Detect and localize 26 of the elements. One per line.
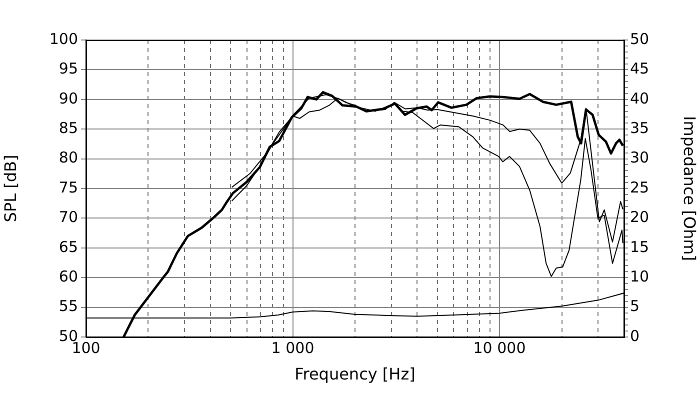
y-tick-label: 65: [58, 238, 78, 256]
y2-tick-label: 35: [630, 118, 650, 137]
y2-tick-label: 40: [630, 89, 650, 108]
y-tick-label: 80: [58, 148, 78, 167]
y-tick-label: 95: [58, 60, 78, 78]
y2-tick-label: 50: [630, 30, 650, 48]
y2-tick-label: 25: [630, 178, 650, 196]
y-tick-label: 75: [58, 178, 78, 196]
y-tick-label: 70: [58, 208, 78, 226]
y-tick-label: 90: [58, 89, 78, 108]
y2-tick-label: 30: [630, 148, 650, 167]
y2-tick-label: 0: [630, 326, 640, 345]
x-axis-title: Frequency [Hz]: [294, 364, 416, 384]
y2-axis-title: Impedance [Ohm]: [680, 116, 700, 261]
y-tick-label: 100: [49, 30, 78, 48]
y-tick-label: 85: [58, 118, 78, 137]
y-tick-label: 60: [58, 267, 78, 286]
x-tick-label: 1 000: [271, 338, 314, 357]
y2-tick-label: 20: [630, 208, 650, 226]
y-tick-label: 55: [58, 297, 78, 316]
y2-tick-label: 10: [630, 267, 650, 286]
y-axis-title: SPL [dB]: [0, 154, 20, 222]
y2-tick-label: 45: [630, 60, 650, 78]
y2-tick-label: 5: [630, 297, 640, 316]
y2-tick-label: 15: [630, 238, 650, 256]
x-tick-label: 10 000: [473, 338, 526, 357]
